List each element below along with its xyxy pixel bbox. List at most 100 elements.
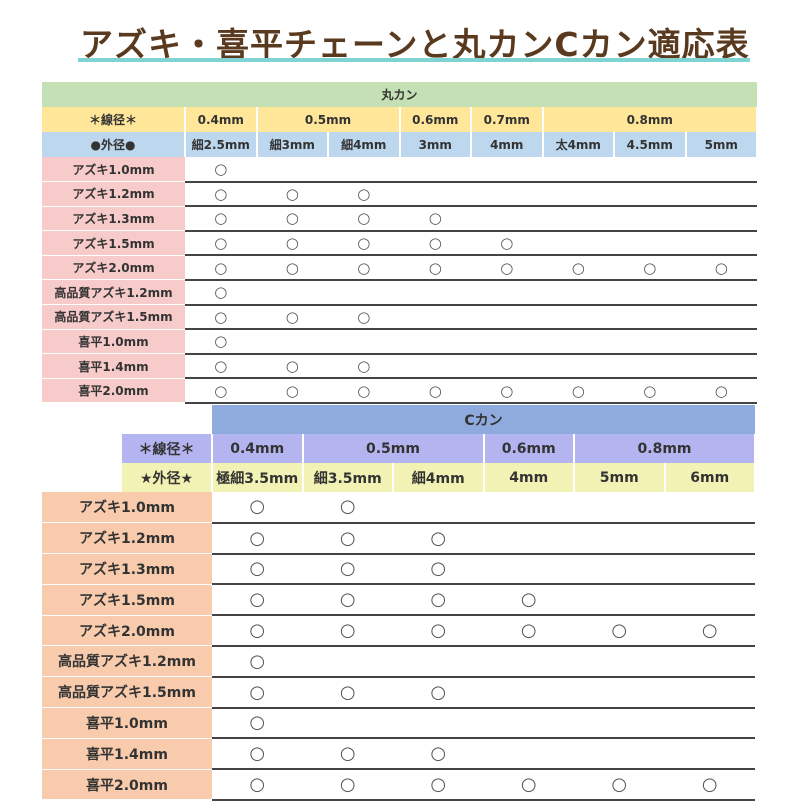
- table-row: アズキ2.0mm ○ ○ ○ ○ ○ ○: [42, 615, 756, 647]
- compatible-mark: ○: [302, 615, 393, 647]
- empty-cell: [664, 553, 756, 586]
- compatible-mark: ○: [185, 304, 257, 331]
- compatible-mark: ○: [212, 707, 303, 740]
- outer-diameter-header: 5mm: [685, 132, 759, 157]
- wire-diameter-header: 0.8mm: [542, 107, 759, 132]
- compatible-mark: ○: [212, 492, 303, 524]
- table-row: 高品質アズキ1.5mm ○ ○ ○: [42, 304, 758, 331]
- chain-label: アズキ1.5mm: [42, 584, 212, 616]
- wire-diameter-header: 0.7mm: [471, 107, 544, 132]
- empty-cell: [483, 492, 574, 524]
- chain-label: アズキ1.5mm: [42, 230, 185, 256]
- empty-cell: [471, 157, 543, 183]
- empty-cell: [685, 329, 758, 355]
- compatible-mark: ○: [328, 206, 400, 232]
- empty-cell: [574, 553, 665, 586]
- compatible-mark: ○: [393, 676, 484, 709]
- compatible-mark: ○: [212, 769, 303, 801]
- empty-cell: [664, 676, 756, 709]
- chain-label: 喜平1.0mm: [42, 329, 185, 355]
- chain-label: 喜平1.4mm: [42, 738, 212, 770]
- wire-diameter-header: 0.6mm: [399, 107, 472, 132]
- empty-cell: [542, 329, 614, 355]
- outer-diameter-header: 細3.5mm: [302, 463, 394, 492]
- compatible-mark: ○: [574, 615, 665, 647]
- empty-cell: [685, 230, 758, 257]
- empty-cell: [614, 353, 686, 380]
- empty-cell: [685, 304, 758, 331]
- empty-cell: [542, 304, 614, 331]
- wire-diameter-header: 0.6mm: [483, 434, 575, 463]
- empty-cell: [685, 157, 758, 183]
- empty-cell: [574, 522, 665, 555]
- compatible-mark: ○: [302, 584, 393, 617]
- chain-label: 喜平1.4mm: [42, 353, 185, 379]
- empty-cell: [399, 329, 471, 355]
- compatible-mark: ○: [328, 304, 400, 331]
- empty-cell: [542, 279, 614, 306]
- compatible-mark: ○: [185, 230, 257, 257]
- outer-diameter-header: 4.5mm: [614, 132, 687, 157]
- compatible-mark: ○: [256, 230, 328, 257]
- outer-diameter-row: ●外径● 細2.5mm 細3mm 細4mm 3mm 4mm 太4mm 4.5mm 5mm: [42, 132, 759, 157]
- compatible-mark: ○: [256, 353, 328, 380]
- compatible-mark: ○: [483, 584, 574, 617]
- compatible-mark: ○: [302, 676, 393, 709]
- empty-cell: [614, 329, 686, 355]
- empty-cell: [471, 329, 543, 355]
- outer-diameter-header: 3mm: [399, 132, 472, 157]
- compatible-mark: ○: [256, 304, 328, 331]
- empty-cell: [574, 645, 665, 678]
- outer-diameter-header: 細4mm: [393, 463, 485, 492]
- empty-cell: [614, 157, 686, 183]
- compatible-mark: ○: [393, 522, 484, 555]
- table-row: アズキ1.5mm ○ ○ ○ ○: [42, 584, 756, 617]
- table-row: アズキ1.3mm ○ ○ ○ ○: [42, 206, 758, 232]
- compatible-mark: ○: [185, 157, 257, 183]
- outer-diameter-header: 細3mm: [256, 132, 329, 157]
- empty-cell: [685, 353, 758, 380]
- wire-diameter-row: ＊線径＊ 0.4mm 0.5mm 0.6mm 0.8mm: [42, 434, 757, 463]
- empty-cell: [614, 206, 686, 232]
- table-title-row: 丸カン: [42, 82, 758, 107]
- blank-cell: [42, 405, 212, 434]
- compatible-mark: ○: [328, 230, 400, 257]
- empty-cell: [399, 353, 471, 380]
- title-underline: [78, 58, 750, 62]
- table-row: 喜平1.4mm ○ ○ ○: [42, 353, 758, 380]
- compatible-mark: ○: [328, 181, 400, 208]
- table-row: アズキ1.3mm ○ ○ ○: [42, 553, 756, 586]
- chain-label: 高品質アズキ1.5mm: [42, 304, 185, 330]
- wire-diameter-header: 0.8mm: [574, 434, 757, 463]
- empty-cell: [574, 738, 665, 771]
- outer-diameter-header: 細2.5mm: [185, 132, 258, 157]
- compatible-mark: ○: [185, 353, 257, 380]
- chain-label: アズキ1.0mm: [42, 492, 212, 524]
- wire-diameter-header: 0.4mm: [212, 434, 304, 463]
- c-kan-table: Cカン ＊線径＊ 0.4mm 0.5mm 0.6mm 0.8mm ★外径★ 極細3.5mm 細3…: [42, 405, 757, 801]
- compatible-mark: ○: [212, 553, 303, 586]
- compatible-mark: ○: [302, 553, 393, 586]
- chain-label: アズキ1.3mm: [42, 206, 185, 232]
- chain-label: 喜平1.0mm: [42, 707, 212, 739]
- outer-diameter-row: ★外径★ 極細3.5mm 細3.5mm 細4mm 4mm 5mm 6mm: [42, 463, 757, 492]
- outer-diameter-header: 4mm: [471, 132, 544, 157]
- table-row: アズキ2.0mm ○ ○ ○ ○ ○ ○ ○ ○: [42, 255, 758, 281]
- empty-cell: [542, 230, 614, 257]
- empty-cell: [302, 707, 393, 740]
- compatible-mark: ○: [328, 255, 400, 281]
- table-row: アズキ1.2mm ○ ○ ○: [42, 522, 756, 555]
- empty-cell: [471, 279, 543, 306]
- empty-cell: [471, 181, 543, 208]
- empty-cell: [471, 304, 543, 331]
- compatible-mark: ○: [471, 230, 543, 257]
- table-title: 丸カン: [42, 82, 758, 107]
- outer-diameter-header: 4mm: [483, 463, 575, 492]
- chain-label: アズキ2.0mm: [42, 255, 185, 281]
- wire-diameter-label: ＊線径＊: [42, 434, 213, 463]
- table-row: アズキ1.2mm ○ ○ ○: [42, 181, 758, 208]
- compatible-mark: ○: [399, 378, 471, 404]
- empty-cell: [483, 707, 574, 740]
- empty-cell: [664, 645, 756, 678]
- table-row: 喜平1.4mm ○ ○ ○: [42, 738, 756, 771]
